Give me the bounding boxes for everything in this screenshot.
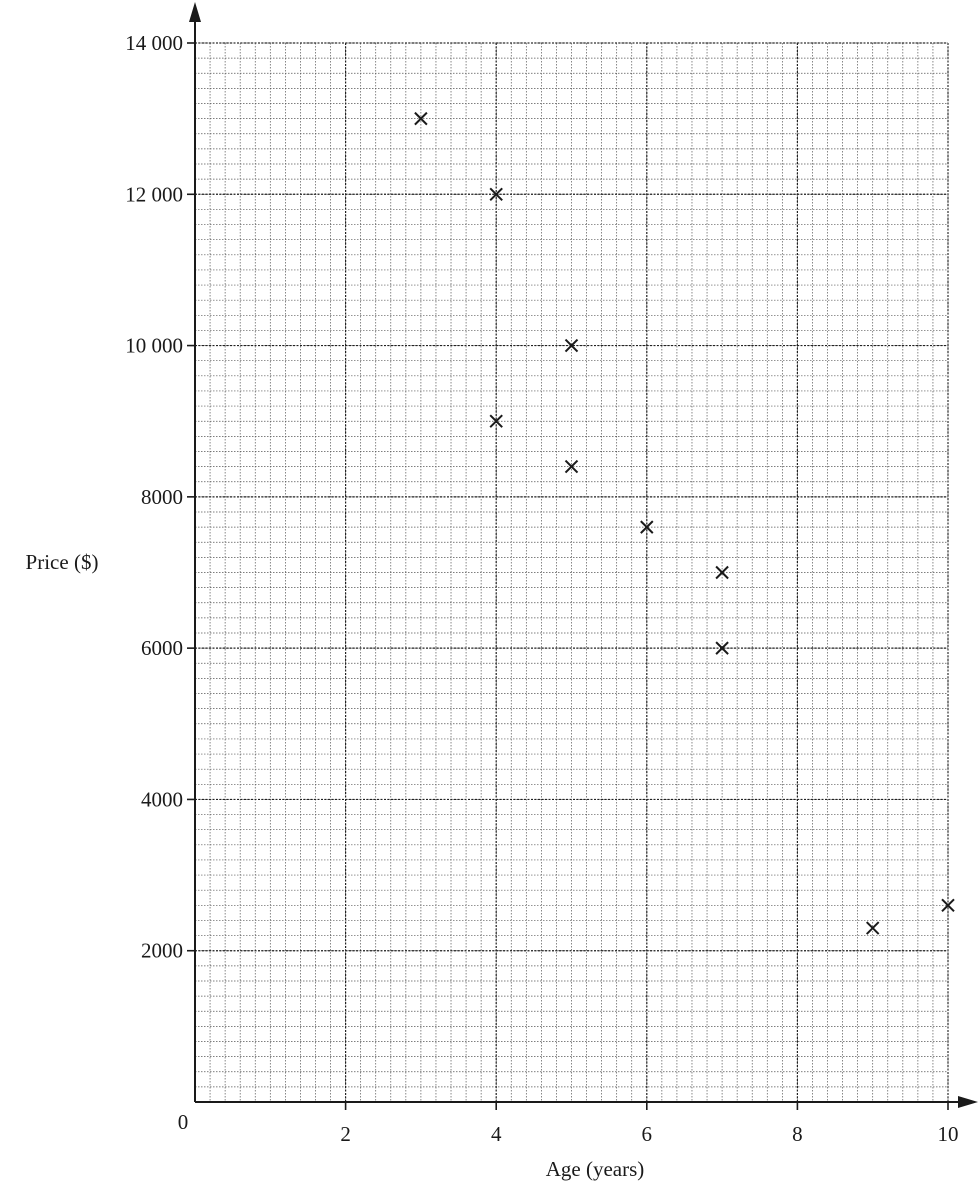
y-tick-label: 2000 xyxy=(141,939,183,963)
data-point xyxy=(564,338,579,353)
y-tick-label: 8000 xyxy=(141,485,183,509)
data-point xyxy=(941,898,955,913)
point-stroke xyxy=(941,898,955,913)
x-tick-label: 2 xyxy=(340,1122,351,1146)
data-point xyxy=(715,565,729,580)
x-tick-label: 6 xyxy=(642,1122,653,1146)
x-tick-label: 8 xyxy=(792,1122,803,1146)
y-tick-label: 6000 xyxy=(141,636,183,660)
point-stroke xyxy=(715,565,729,580)
data-point xyxy=(414,111,428,126)
x-tick-label: 4 xyxy=(491,1122,502,1146)
axes xyxy=(187,2,978,1110)
point-stroke xyxy=(564,459,579,474)
point-stroke xyxy=(414,111,428,126)
data-point xyxy=(865,921,880,935)
data-point xyxy=(489,414,503,428)
y-axis-label: Price ($) xyxy=(26,550,99,574)
tick-labels: 2 4 6 8 10 2000 4000 6000 8000 10 000 12 000 14 000 xyxy=(125,31,958,1146)
major-grid xyxy=(195,42,949,1102)
data-points xyxy=(414,111,955,935)
y-tick-label: 4000 xyxy=(141,787,183,811)
y-tick-label: 10 000 xyxy=(125,334,183,358)
data-point xyxy=(640,520,654,534)
y-tick-label: 14 000 xyxy=(125,31,183,55)
point-stroke xyxy=(489,187,503,201)
data-point xyxy=(715,641,729,655)
point-stroke xyxy=(489,414,503,428)
origin-label: 0 xyxy=(178,1110,189,1134)
minor-grid xyxy=(195,42,949,1102)
data-point xyxy=(564,459,579,474)
point-stroke xyxy=(715,641,729,655)
x-axis-arrow xyxy=(958,1096,978,1108)
point-stroke xyxy=(564,338,579,353)
x-tick-label: 10 xyxy=(938,1122,959,1146)
data-point xyxy=(489,187,503,201)
point-stroke xyxy=(865,921,880,935)
y-tick-label: 12 000 xyxy=(125,182,183,206)
point-stroke xyxy=(640,520,654,534)
x-axis-label: Age (years) xyxy=(546,1157,645,1181)
y-axis-arrow xyxy=(189,2,201,22)
